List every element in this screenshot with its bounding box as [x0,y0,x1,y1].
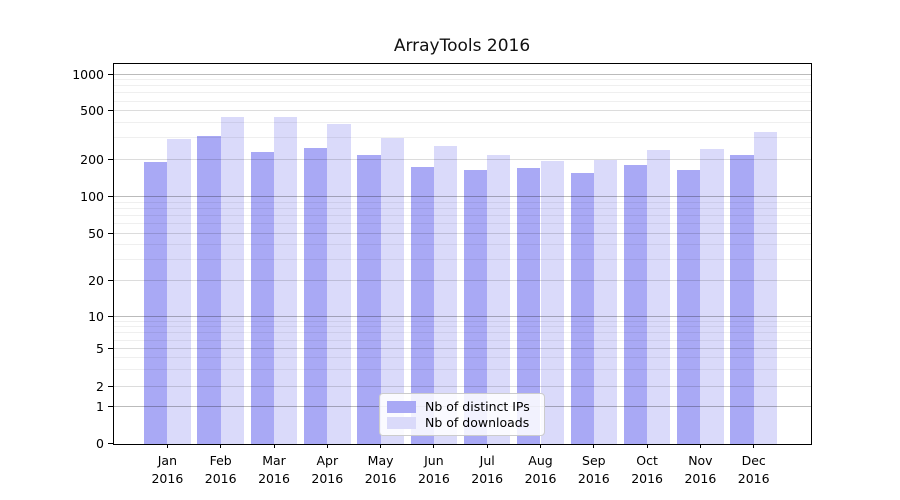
bar-downloads-nov [700,149,723,444]
plot-area: 01251020501002005001000Jan2016Feb2016Mar… [113,63,812,445]
y-tick-mark [108,233,113,234]
bar-distinct-ips-dec [730,155,753,444]
y-tick-mark [108,443,113,444]
x-tick-mark [167,444,168,448]
x-tick-mark [540,444,541,448]
x-tick-label: Oct2016 [619,452,675,488]
plot-canvas: 01251020501002005001000Jan2016Feb2016Mar… [114,64,811,444]
bar-distinct-ips-sep [571,173,594,444]
y-tick-mark [108,110,113,111]
legend: Nb of distinct IPs Nb of downloads [379,393,545,436]
gridline-minor [114,101,811,102]
y-tick-label: 20 [4,273,104,289]
x-tick-label: Nov2016 [672,452,728,488]
x-tick-mark [274,444,275,448]
y-tick-mark [108,196,113,197]
legend-swatch-downloads [387,417,416,429]
y-tick-label: 100 [4,189,104,205]
gridline-major [114,74,811,75]
x-tick-label: Mar2016 [246,452,302,488]
bar-distinct-ips-feb [197,136,220,444]
x-tick-mark [327,444,328,448]
y-tick-label: 5 [4,341,104,357]
gridline-minor [114,122,811,123]
y-tick-mark [108,348,113,349]
x-tick-label: Jun2016 [406,452,462,488]
bar-downloads-sep [594,160,617,444]
y-tick-mark [108,316,113,317]
bar-downloads-dec [754,132,777,444]
x-tick-mark [593,444,594,448]
x-tick-mark [753,444,754,448]
bar-downloads-mar [274,117,297,444]
bar-chart: ArrayTools 2016 01251020501002005001000J… [0,0,900,500]
y-tick-mark [108,74,113,75]
x-tick-label: Jul2016 [459,452,515,488]
x-tick-mark [380,444,381,448]
y-tick-label: 1000 [4,67,104,83]
bar-downloads-apr [327,124,350,444]
x-tick-label: Feb2016 [193,452,249,488]
x-tick-label: Aug2016 [513,452,569,488]
gridline-minor [114,85,811,86]
x-tick-mark [647,444,648,448]
y-tick-mark [108,386,113,387]
y-tick-mark [108,159,113,160]
bar-downloads-jan [167,139,190,444]
y-tick-label: 2 [4,379,104,395]
legend-label-distinct-ips: Nb of distinct IPs [425,399,530,414]
y-tick-label: 1 [4,399,104,415]
x-tick-mark [700,444,701,448]
y-tick-label: 200 [4,152,104,168]
x-tick-mark [220,444,221,448]
y-tick-mark [108,406,113,407]
x-tick-label: May2016 [353,452,409,488]
y-tick-label: 500 [4,103,104,119]
legend-swatch-distinct-ips [387,401,416,413]
y-tick-label: 0 [4,436,104,452]
bar-distinct-ips-may [357,155,380,444]
legend-label-downloads: Nb of downloads [425,415,529,430]
x-tick-mark [433,444,434,448]
legend-row-distinct-ips: Nb of distinct IPs [387,399,536,414]
x-tick-label: Sep2016 [566,452,622,488]
bar-distinct-ips-apr [304,148,327,444]
gridline-major [114,110,811,111]
bar-downloads-oct [647,150,670,444]
bar-distinct-ips-nov [677,170,700,444]
x-tick-label: Jan2016 [139,452,195,488]
y-tick-label: 50 [4,226,104,242]
gridline-minor [114,79,811,80]
legend-row-downloads: Nb of downloads [387,415,536,430]
bar-distinct-ips-mar [251,152,274,444]
bar-downloads-feb [221,117,244,444]
x-tick-mark [487,444,488,448]
y-tick-label: 10 [4,309,104,325]
x-tick-label: Apr2016 [299,452,355,488]
chart-title: ArrayTools 2016 [113,36,811,56]
x-tick-label: Dec2016 [726,452,782,488]
gridline-minor [114,92,811,93]
bar-distinct-ips-oct [624,165,647,444]
bar-distinct-ips-jan [144,162,167,444]
y-tick-mark [108,280,113,281]
